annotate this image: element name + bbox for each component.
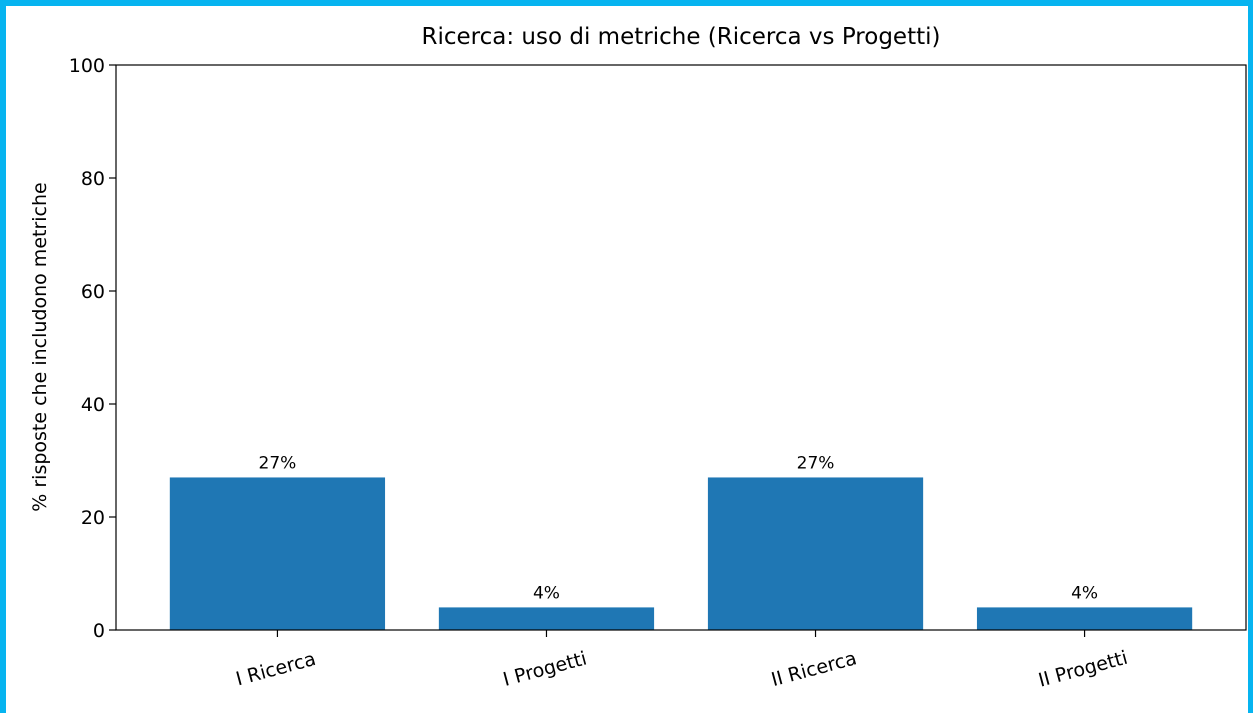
- plot-frame: [115, 64, 1247, 631]
- y-tick-label: 20: [81, 507, 105, 529]
- bar: [438, 607, 655, 630]
- x-tick-label: I Progetti: [501, 647, 589, 690]
- bar: [707, 477, 924, 630]
- y-tick-label: 0: [93, 620, 105, 642]
- bar: [169, 477, 386, 630]
- x-tick-label: I Ricerca: [234, 648, 319, 690]
- y-axis-label: % risposte che includono metriche: [29, 182, 51, 511]
- data-label: 4%: [533, 583, 560, 603]
- data-label: 27%: [259, 453, 297, 473]
- chart-title: Ricerca: uso di metriche (Ricerca vs Pro…: [422, 24, 941, 50]
- y-tick-label: 80: [81, 168, 105, 190]
- bar: [976, 607, 1193, 630]
- data-label: 27%: [797, 453, 835, 473]
- data-label: 4%: [1071, 583, 1098, 603]
- y-tick-label: 60: [81, 281, 105, 303]
- x-tick-label: II Ricerca: [769, 647, 859, 691]
- x-tick-label: II Progetti: [1036, 647, 1130, 692]
- y-tick-label: 40: [81, 394, 105, 416]
- y-tick-label: 100: [69, 55, 105, 77]
